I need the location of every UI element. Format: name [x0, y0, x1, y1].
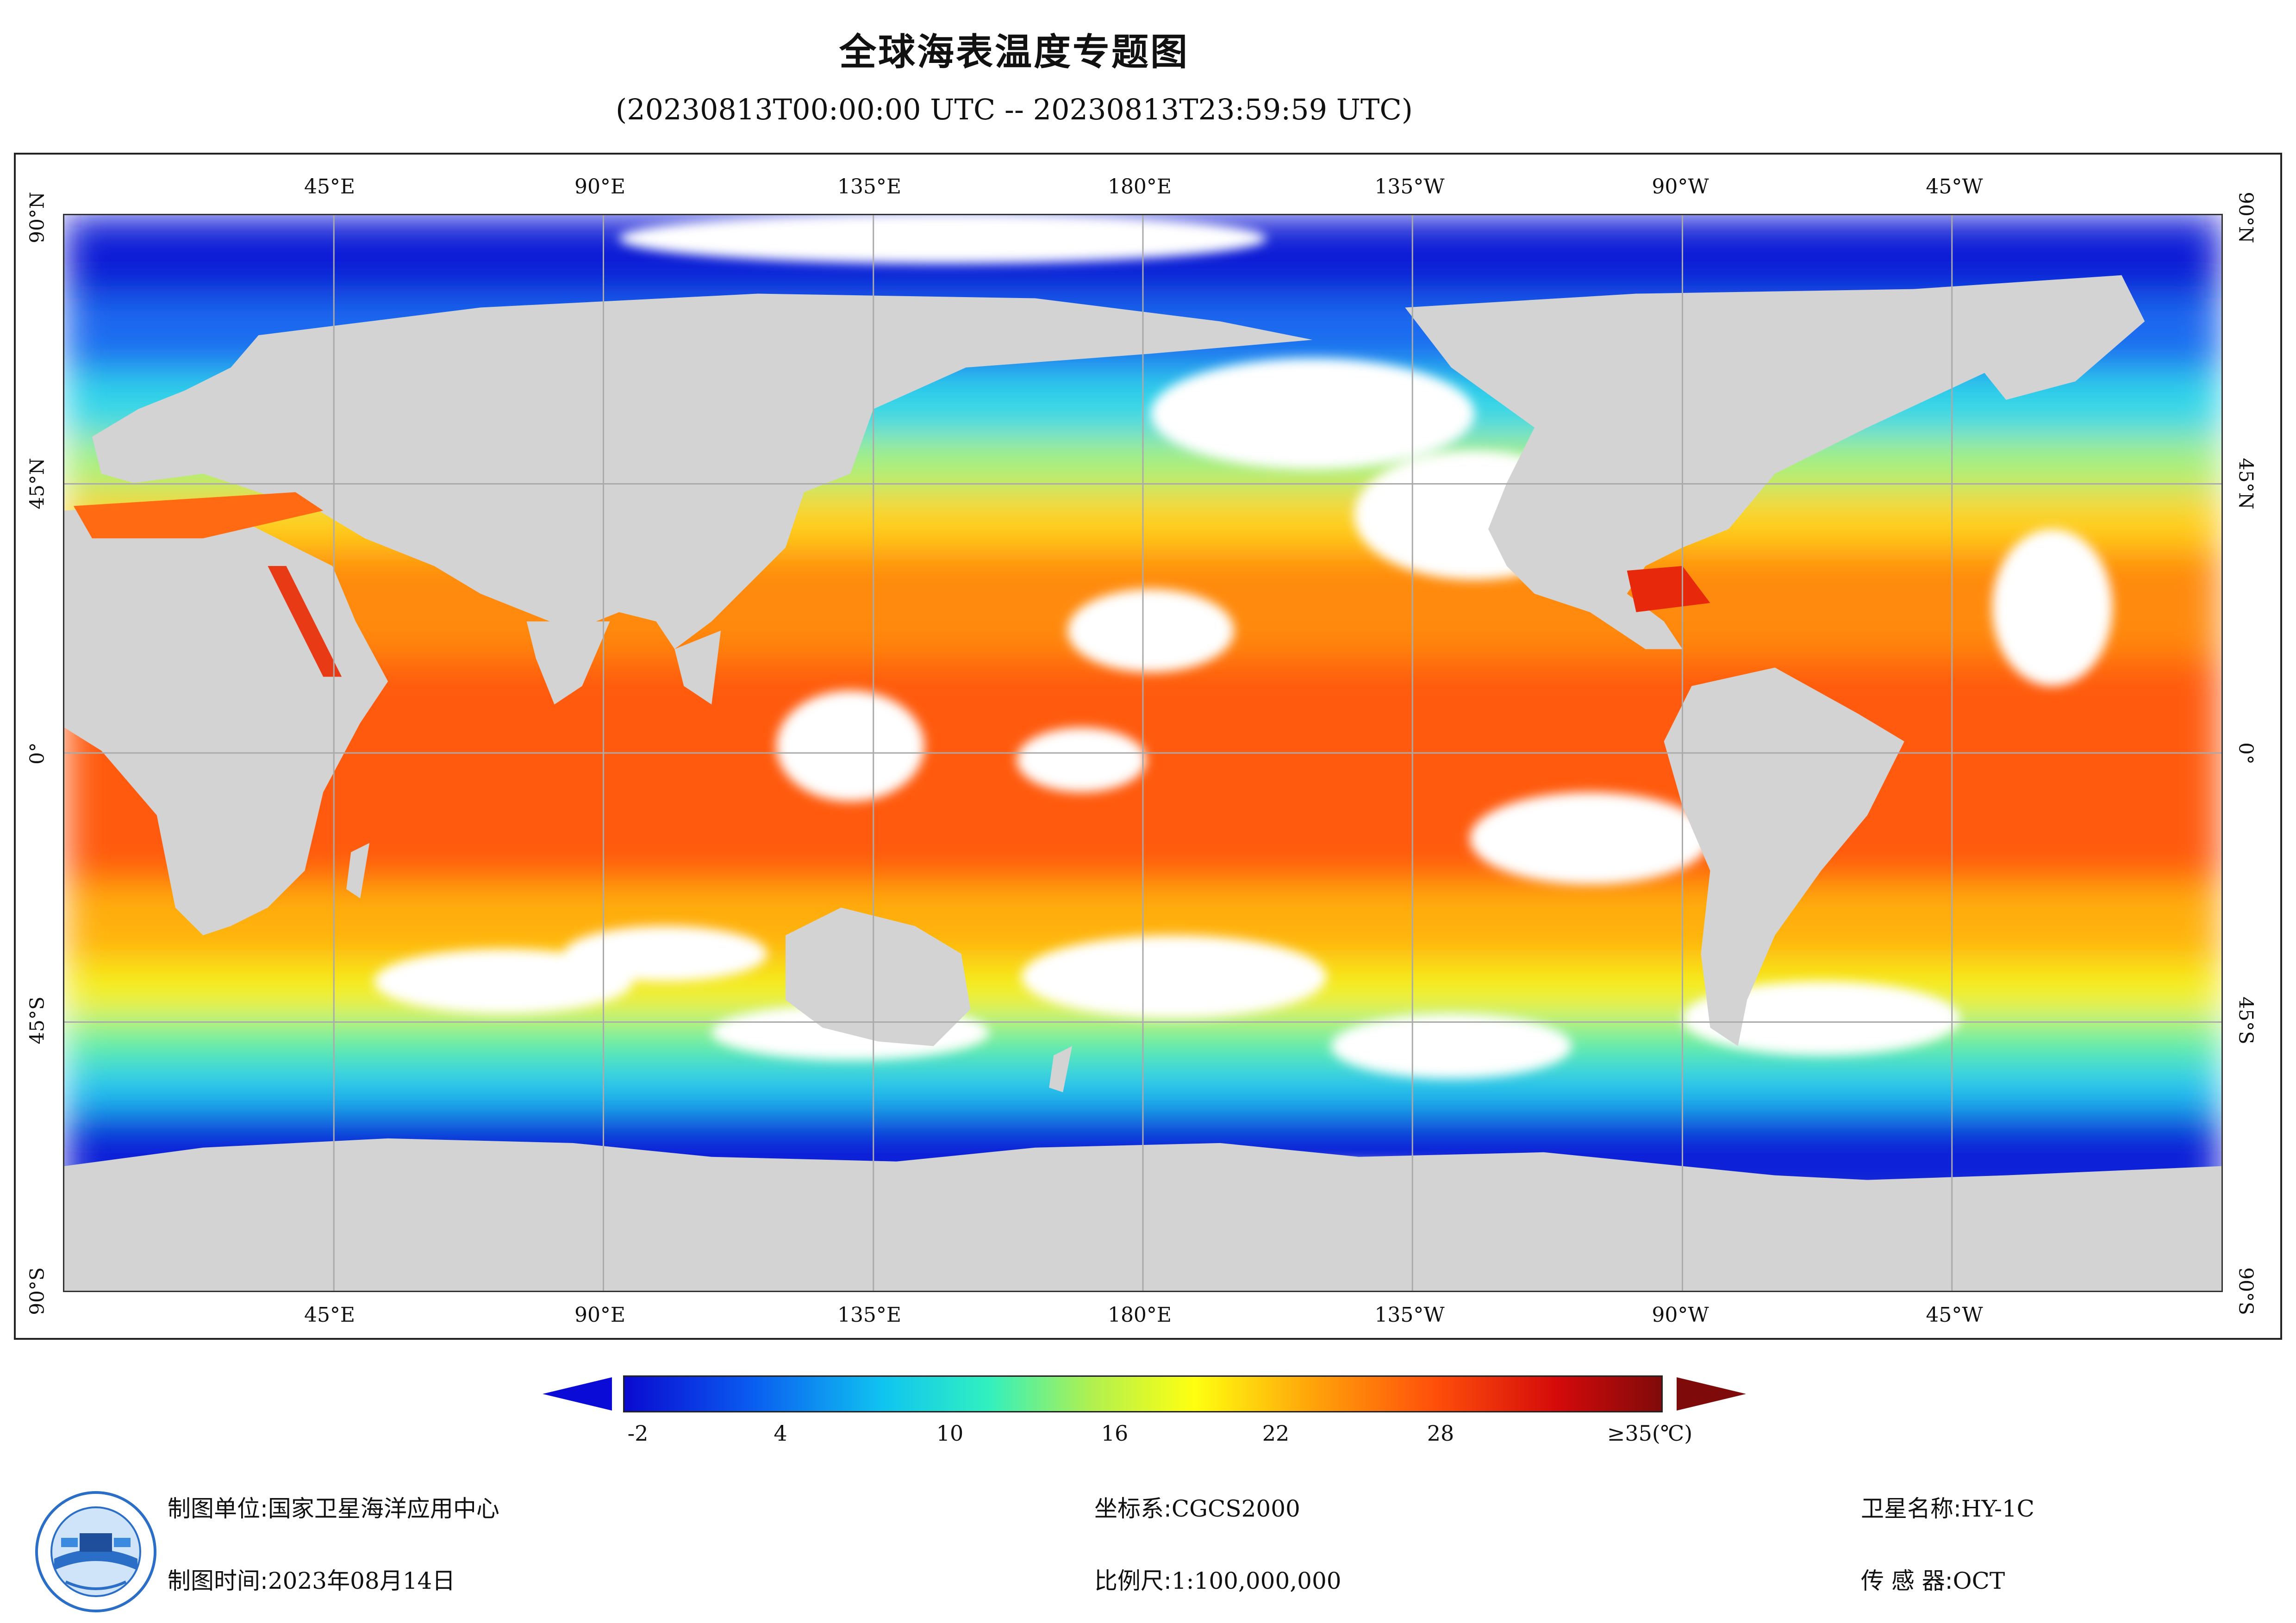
lat-label-right: 90°S	[2234, 1267, 2258, 1315]
colorbar-over-arrow	[1677, 1377, 1746, 1411]
satellite-info: 卫星名称:HY-1C	[1861, 1490, 2034, 1524]
scale-label: 比例尺:	[1094, 1567, 1172, 1594]
lat-label-left: 45°S	[25, 996, 49, 1045]
lon-label-top: 90°W	[1652, 175, 1709, 199]
sst-map	[63, 214, 2223, 1292]
lon-label-top: 135°W	[1374, 175, 1445, 199]
lon-label-top: 90°E	[574, 175, 626, 199]
lat-label-left: 0°	[25, 742, 49, 765]
logo-emblem-icon	[35, 1491, 156, 1612]
lon-label-bottom: 45°W	[1926, 1303, 1983, 1327]
sensor-value: OCT	[1953, 1567, 2005, 1594]
lon-label-bottom: 90°E	[574, 1303, 626, 1327]
satellite-value: HY-1C	[1961, 1495, 2034, 1522]
inland-seas	[73, 492, 1710, 677]
lat-label-right: 45°S	[2234, 996, 2258, 1045]
crs-label: 坐标系:	[1094, 1495, 1172, 1522]
nsoas-logo	[33, 1489, 158, 1614]
lat-label-left: 45°N	[25, 458, 49, 510]
lon-label-top: 45°E	[304, 175, 356, 199]
crs-value: CGCS2000	[1171, 1495, 1300, 1522]
colorbar-tick: 4	[774, 1421, 787, 1446]
lon-label-top: 135°E	[837, 175, 902, 199]
colorbar-tick: ≥35(℃)	[1607, 1421, 1693, 1446]
lat-label-right: 0°	[2234, 742, 2258, 765]
production-time-value: 2023年08月14日	[268, 1567, 455, 1594]
crs-info: 坐标系:CGCS2000	[1094, 1490, 1300, 1524]
lat-label-right: 45°N	[2234, 458, 2258, 510]
lon-label-bottom: 135°E	[837, 1303, 902, 1327]
colorbar-tick: 22	[1262, 1421, 1290, 1446]
lon-label-bottom: 180°E	[1107, 1303, 1172, 1327]
map-frame	[14, 153, 2282, 1340]
graticule	[64, 215, 2221, 1291]
colorbar	[623, 1375, 1663, 1412]
scale-info: 比例尺:1:100,000,000	[1094, 1562, 1341, 1596]
scale-value: 1:100,000,000	[1171, 1567, 1341, 1594]
lon-label-bottom: 135°W	[1374, 1303, 1445, 1327]
lat-label-left: 90°S	[25, 1267, 49, 1315]
map-subtitle: (20230813T00:00:00 UTC -- 20230813T23:59…	[616, 93, 1413, 126]
lon-label-bottom: 90°W	[1652, 1303, 1709, 1327]
production-time-label: 制图时间:	[168, 1567, 268, 1594]
producer-label: 制图单位:	[168, 1495, 268, 1522]
producer-value: 国家卫星海洋应用中心	[268, 1495, 499, 1522]
production-time-info: 制图时间:2023年08月14日	[168, 1562, 455, 1596]
sensor-label: 传 感 器:	[1861, 1567, 1953, 1594]
sensor-info: 传 感 器:OCT	[1861, 1562, 2005, 1596]
lat-label-left: 90°N	[25, 192, 49, 243]
producer-info: 制图单位:国家卫星海洋应用中心	[168, 1490, 499, 1524]
colorbar-under-arrow	[543, 1377, 612, 1411]
colorbar-tick: 16	[1101, 1421, 1129, 1446]
colorbar-gradient	[624, 1377, 1661, 1411]
lon-label-top: 45°W	[1926, 175, 1983, 199]
lon-label-top: 180°E	[1107, 175, 1172, 199]
map-title: 全球海表温度专题图	[839, 31, 1189, 74]
colorbar-tick: 28	[1427, 1421, 1454, 1446]
sst-map-canvas	[64, 215, 2221, 1291]
colorbar-tick: -2	[627, 1421, 649, 1446]
satellite-label: 卫星名称:	[1861, 1495, 1961, 1522]
lon-label-bottom: 45°E	[304, 1303, 356, 1327]
lat-label-right: 90°N	[2234, 192, 2258, 243]
colorbar-tick: 10	[936, 1421, 964, 1446]
